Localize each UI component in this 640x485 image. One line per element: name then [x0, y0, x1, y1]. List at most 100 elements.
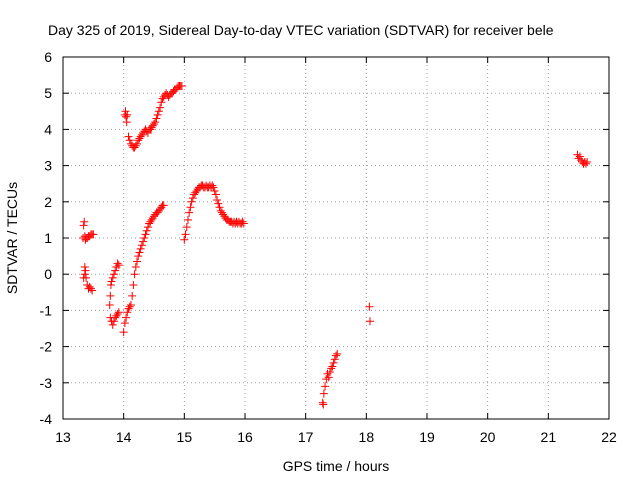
data-point — [188, 194, 197, 203]
data-point — [159, 201, 168, 210]
data-point — [365, 302, 374, 311]
x-tick-label: 14 — [116, 429, 132, 445]
data-point — [575, 152, 584, 161]
data-point — [133, 139, 142, 148]
data-point — [124, 132, 133, 141]
y-tick-label: 4 — [44, 121, 52, 137]
data-point — [80, 217, 89, 226]
data-point — [131, 141, 140, 150]
data-points — [79, 81, 592, 409]
x-tick-label: 21 — [541, 429, 557, 445]
data-point — [156, 103, 165, 112]
data-point — [80, 262, 89, 271]
data-point — [215, 203, 224, 212]
x-tick-label: 18 — [359, 429, 375, 445]
data-point — [111, 266, 120, 275]
x-tick-label: 19 — [419, 429, 435, 445]
data-point — [125, 302, 134, 311]
x-tick-label: 16 — [237, 429, 253, 445]
data-point — [139, 237, 148, 246]
data-point — [185, 208, 194, 217]
x-tick-label: 22 — [601, 429, 617, 445]
data-point — [183, 215, 192, 224]
data-point — [154, 107, 163, 116]
data-point — [329, 358, 338, 367]
data-point — [365, 317, 374, 326]
y-tick-label: 0 — [44, 266, 52, 282]
data-point — [321, 382, 330, 391]
data-point — [581, 159, 590, 168]
y-tick-label: -1 — [40, 302, 53, 318]
data-point — [137, 241, 146, 250]
data-point — [157, 98, 166, 107]
y-tick-label: 2 — [44, 194, 52, 210]
data-point — [122, 112, 131, 121]
y-tick-label: 3 — [44, 158, 52, 174]
data-point — [330, 355, 339, 364]
data-point — [153, 110, 162, 119]
data-point — [122, 313, 131, 322]
chart-title: Day 325 of 2019, Sidereal Day-to-day VTE… — [48, 22, 554, 38]
data-point — [209, 183, 218, 192]
data-point — [86, 284, 95, 293]
y-tick-label: -3 — [40, 375, 53, 391]
data-point — [88, 286, 97, 295]
data-point — [211, 190, 220, 199]
data-point — [130, 270, 139, 279]
data-point — [143, 223, 152, 232]
data-point — [113, 310, 122, 319]
data-point — [213, 195, 222, 204]
data-point — [333, 349, 342, 358]
data-point — [142, 226, 151, 235]
y-tick-label: 1 — [44, 230, 52, 246]
data-point — [131, 262, 140, 271]
data-point — [125, 136, 134, 145]
data-point — [187, 197, 196, 206]
data-point — [327, 364, 336, 373]
data-point — [109, 270, 118, 279]
data-point — [239, 219, 248, 228]
data-point — [128, 291, 137, 300]
data-point — [106, 291, 115, 300]
data-point — [182, 223, 191, 232]
data-point — [150, 119, 158, 128]
data-point — [325, 367, 334, 376]
data-point — [114, 261, 123, 270]
data-point — [319, 400, 328, 409]
data-point — [214, 199, 223, 208]
data-point — [210, 186, 219, 195]
data-point — [122, 118, 131, 127]
data-point — [152, 114, 161, 123]
data-point — [177, 81, 186, 90]
axis-ticks: 13 14 15 16 17 18 19 20 21 22 -4 -3 -2 -1 0 1 2 3 4 5 6 — [40, 49, 617, 445]
data-point — [113, 259, 122, 268]
data-point — [135, 248, 144, 257]
y-tick-label: -4 — [40, 411, 53, 427]
data-point — [583, 157, 592, 166]
data-point — [108, 320, 117, 329]
data-point — [140, 234, 149, 242]
data-point — [106, 281, 115, 290]
data-point — [80, 270, 89, 279]
x-tick-label: 17 — [298, 429, 314, 445]
data-point — [107, 277, 116, 286]
data-point — [332, 351, 340, 360]
data-point — [109, 317, 118, 326]
data-point — [151, 118, 160, 127]
data-point — [134, 252, 143, 261]
data-point — [108, 273, 117, 282]
data-point — [79, 221, 88, 230]
data-point — [82, 273, 91, 282]
y-tick-label: -2 — [40, 339, 53, 355]
x-axis-label: GPS time / hours — [283, 458, 390, 474]
data-point — [133, 257, 142, 266]
data-point — [120, 319, 129, 328]
data-point — [324, 373, 333, 382]
data-point — [328, 362, 337, 371]
data-point — [123, 110, 132, 119]
data-point — [129, 281, 138, 290]
data-point — [186, 203, 195, 212]
data-point — [89, 230, 98, 239]
data-point — [238, 217, 247, 226]
